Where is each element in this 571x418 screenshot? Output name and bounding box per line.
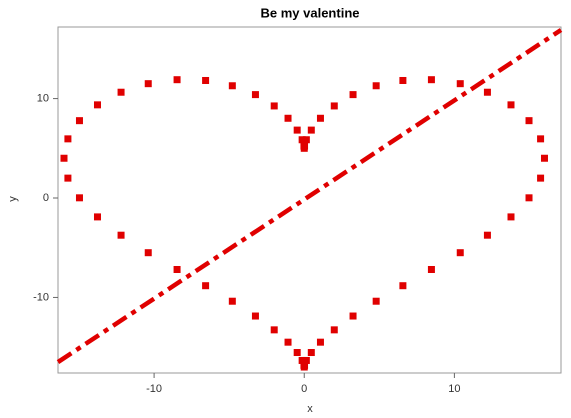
- marker: [525, 194, 533, 202]
- marker: [293, 126, 301, 134]
- marker: [75, 194, 83, 202]
- marker: [456, 80, 464, 88]
- trend-line: [56, 28, 563, 364]
- marker: [173, 265, 181, 273]
- marker: [330, 326, 338, 334]
- y-axis-label: y: [7, 196, 19, 202]
- marker: [302, 356, 310, 364]
- marker: [228, 297, 236, 305]
- marker: [307, 126, 315, 134]
- marker: [372, 297, 380, 305]
- marker: [537, 174, 545, 182]
- marker: [251, 312, 259, 320]
- marker: [93, 101, 101, 109]
- marker: [293, 349, 301, 357]
- marker: [202, 282, 210, 290]
- x-tick-label: -10: [146, 383, 162, 395]
- marker: [75, 117, 83, 125]
- marker: [349, 312, 357, 320]
- plot-frame: [57, 26, 562, 374]
- marker: [483, 231, 491, 239]
- marker: [507, 213, 515, 221]
- marker: [540, 154, 548, 162]
- x-tick-label: 10: [448, 383, 460, 395]
- marker: [456, 249, 464, 257]
- marker: [117, 88, 125, 96]
- marker: [284, 114, 292, 122]
- marker: [507, 101, 515, 109]
- marker: [316, 114, 324, 122]
- marker: [537, 135, 545, 143]
- marker: [302, 136, 310, 144]
- marker: [525, 117, 533, 125]
- marker: [144, 80, 152, 88]
- marker: [173, 76, 181, 84]
- marker: [144, 249, 152, 257]
- marker: [427, 76, 435, 84]
- y-tick-label: -10: [33, 291, 49, 303]
- marker: [300, 142, 308, 150]
- marker: [93, 213, 101, 221]
- marker: [202, 76, 210, 84]
- marker: [270, 326, 278, 334]
- marker: [298, 136, 306, 144]
- marker: [117, 231, 125, 239]
- x-tick-label: 0: [301, 383, 307, 395]
- marker: [64, 174, 72, 182]
- marker: [349, 91, 357, 99]
- marker: [483, 88, 491, 96]
- marker: [251, 91, 259, 99]
- y-tick-label: 10: [37, 92, 49, 104]
- marker: [316, 338, 324, 346]
- x-axis-label: x: [307, 403, 313, 415]
- y-tick-label: 0: [43, 192, 49, 204]
- marker: [307, 349, 315, 357]
- marker: [330, 102, 338, 110]
- marker: [270, 102, 278, 110]
- marker: [399, 76, 407, 84]
- marker: [372, 82, 380, 90]
- marker: [427, 265, 435, 273]
- marker: [60, 154, 68, 162]
- marker: [284, 338, 292, 346]
- marker: [399, 282, 407, 290]
- marker: [228, 82, 236, 90]
- marker: [298, 356, 306, 364]
- marker: [300, 361, 308, 369]
- chart-title: Be my valentine: [261, 5, 360, 20]
- marker: [64, 135, 72, 143]
